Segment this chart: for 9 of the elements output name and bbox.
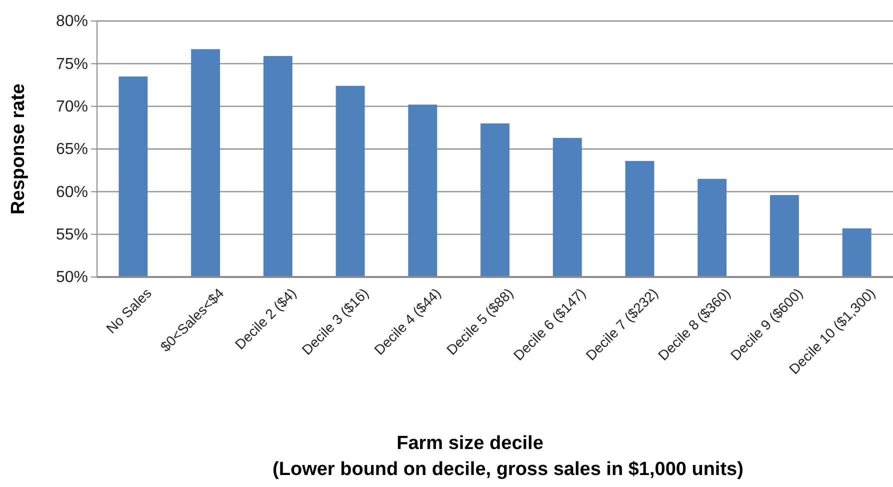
- y-tick-label: 70%: [56, 98, 88, 116]
- y-axis-title: Response rate: [8, 84, 29, 214]
- y-tick-label: 50%: [56, 269, 88, 286]
- y-tick-label: 75%: [56, 56, 88, 73]
- y-tick-label: 65%: [56, 141, 88, 158]
- y-tick-label: 60%: [56, 184, 88, 201]
- y-tick-label: 80%: [56, 13, 88, 30]
- y-tick-label: 55%: [56, 226, 88, 244]
- x-axis-title: Farm size decile (Lower bound on decile, gross sales in $1,000 units): [272, 433, 744, 480]
